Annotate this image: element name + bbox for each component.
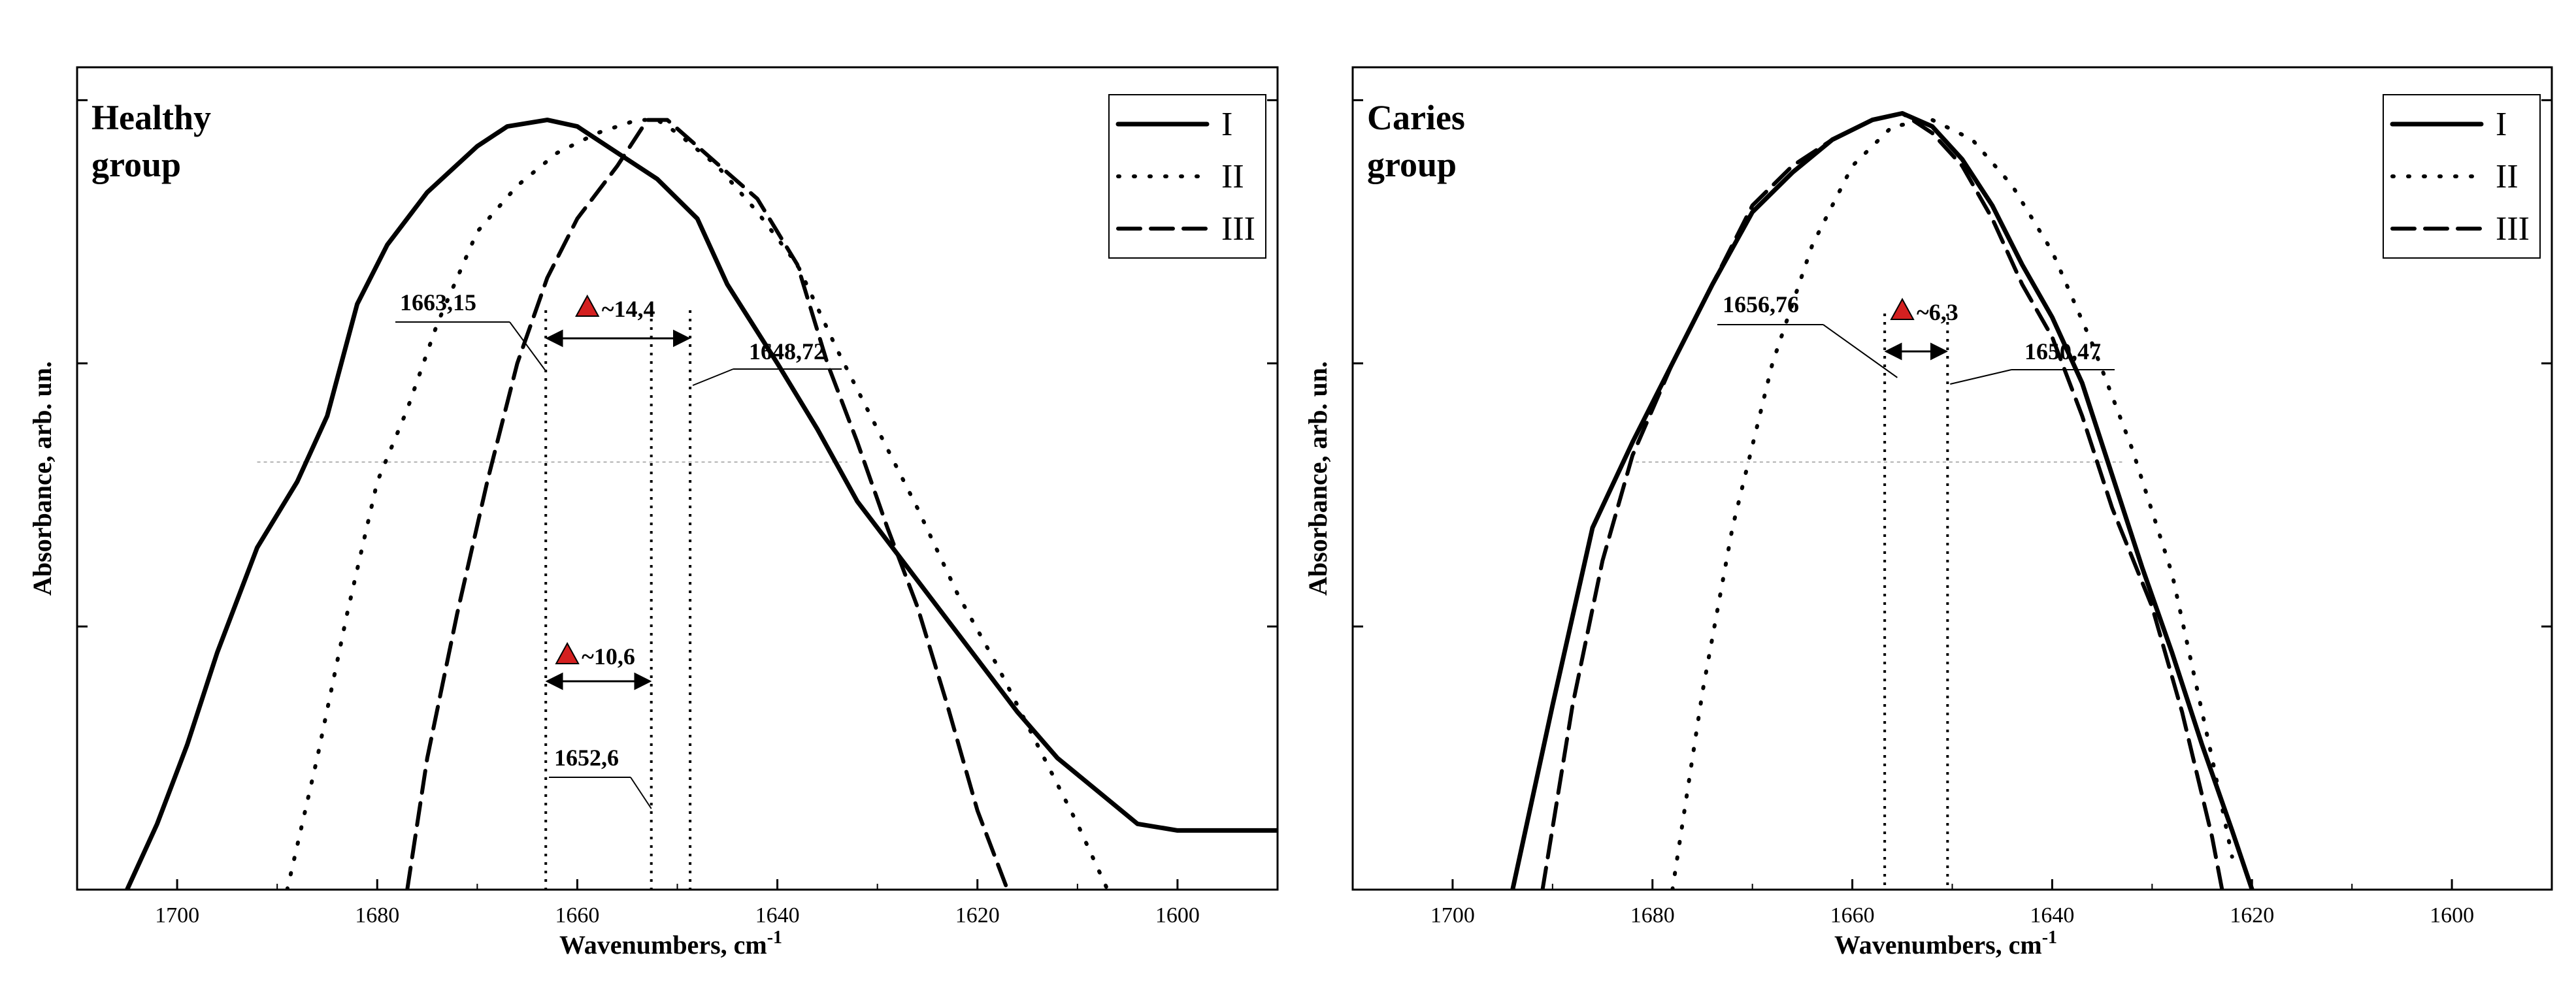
delta-top-triangle-icon xyxy=(1890,297,1915,320)
x-tick-label: 1700 xyxy=(1430,903,1475,928)
peak-right-leader xyxy=(1950,369,2012,385)
x-axis-label: Wavenumbers, cm-1 xyxy=(559,928,782,960)
plot-frame xyxy=(1351,66,2553,891)
series-I-line xyxy=(125,118,1278,890)
peak-II-leader xyxy=(630,777,652,809)
chart-title-line: Healthy xyxy=(91,98,211,137)
y-axis-label: Absorbance, arb. un. xyxy=(1303,361,1332,596)
x-axis-label: Wavenumbers, cm-1 xyxy=(1834,928,2057,960)
x-tick-label: 1620 xyxy=(2230,903,2274,928)
legend-label-II: II xyxy=(1221,158,1244,195)
series-II-line xyxy=(285,118,1110,890)
caries-chart-panel: 1700 1680 1660 1640 1620 1600 Wavenumbers, cm-… xyxy=(1303,66,2553,960)
x-axis-label-text: Wavenumbers, cm xyxy=(559,930,767,960)
peak-III-leader xyxy=(692,368,734,386)
legend-label-II: II xyxy=(2496,158,2518,195)
delta-top-label: ~14,4 xyxy=(602,296,655,322)
x-axis-label-superscript: -1 xyxy=(2042,928,2057,948)
delta-top-label: ~6,3 xyxy=(1917,299,1958,325)
delta-bottom-label: ~10,6 xyxy=(582,643,635,670)
chart-title-line: group xyxy=(91,145,181,184)
x-tick-label: 1640 xyxy=(2030,903,2074,928)
peak-I-leader xyxy=(509,321,547,372)
x-tick-label: 1680 xyxy=(1630,903,1675,928)
peak-II-label: 1652,6 xyxy=(554,745,619,771)
series-I-line xyxy=(1510,111,2254,890)
plot-frame xyxy=(76,66,1279,891)
peak-I-label: 1663,15 xyxy=(400,289,476,315)
series-III-line xyxy=(1540,111,2224,890)
x-tick-label: 1640 xyxy=(755,903,800,928)
x-tick-label: 1660 xyxy=(555,903,599,928)
chart-title-line: Caries xyxy=(1367,98,1465,137)
y-axis-label: Absorbance, arb. un. xyxy=(27,361,57,596)
x-tick-label: 1700 xyxy=(155,903,199,928)
healthy-chart-panel: 1700 1680 1660 1640 1620 1600 Wavenumbers, cm-… xyxy=(27,66,1279,960)
x-tick-label: 1600 xyxy=(1155,903,1200,928)
x-tick-label: 1620 xyxy=(955,903,1000,928)
legend-label-III: III xyxy=(2496,210,2530,248)
x-axis-label-superscript: -1 xyxy=(767,928,782,948)
legend-label-I: I xyxy=(1221,106,1232,143)
x-axis-label-text: Wavenumbers, cm xyxy=(1834,930,2042,960)
delta-bottom-triangle-icon xyxy=(555,641,580,664)
legend-label-III: III xyxy=(1221,210,1255,248)
peak-III-label: 1648,72 xyxy=(749,338,825,364)
peak-left-label: 1656,76 xyxy=(1723,291,1799,317)
series-II-line xyxy=(1670,118,2234,890)
peak-right-label: 1650,47 xyxy=(2024,338,2101,364)
x-tick-label: 1680 xyxy=(355,903,399,928)
x-tick-label: 1660 xyxy=(1830,903,1875,928)
chart-title-line: group xyxy=(1367,145,1457,184)
legend-label-I: I xyxy=(2496,106,2507,143)
peak-left-leader xyxy=(1823,324,1898,378)
x-tick-label: 1600 xyxy=(2430,903,2474,928)
delta-top-triangle-icon xyxy=(575,294,600,317)
series-III-line xyxy=(405,118,1010,890)
